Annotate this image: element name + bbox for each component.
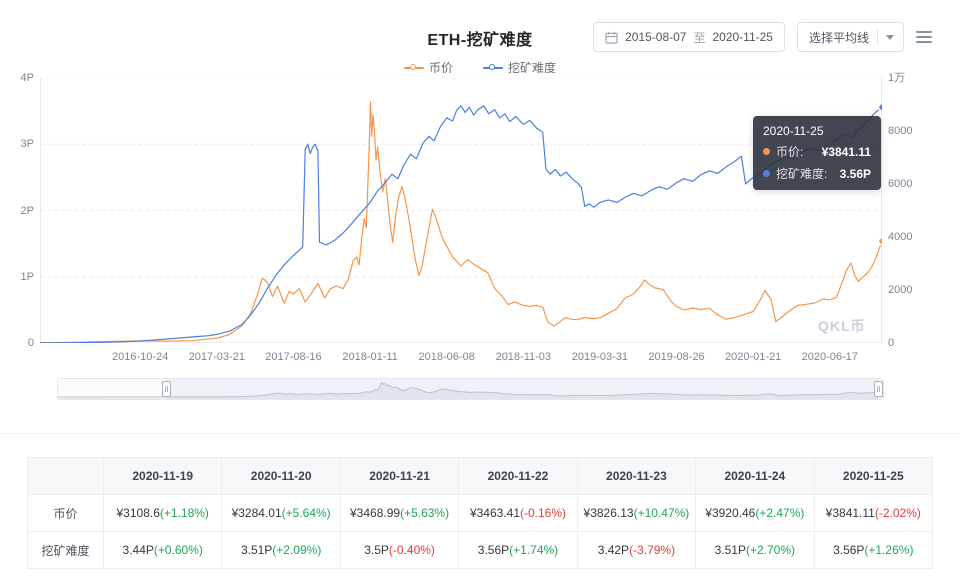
hamburger-menu-icon[interactable] [916, 31, 932, 43]
x-axis-label: 2016-10-24 [112, 351, 169, 363]
table-cell: 3.51P(+2.09%) [221, 531, 341, 569]
y-axis-label: 2000 [888, 284, 913, 296]
data-table: 2020-11-19 2020-11-20 2020-11-21 2020-11-22… [27, 457, 934, 569]
table-row: 币价 ¥3108.6(+1.18%) ¥3284.01(+5.64%) ¥3468.9… [27, 494, 934, 532]
range-slider-handle-right[interactable] [874, 381, 884, 397]
table-header-date: 2020-11-21 [339, 457, 460, 495]
x-axis-label: 2018-01-11 [342, 351, 398, 363]
y-axis-label: 0 [888, 337, 895, 349]
x-axis-label: 2017-03-21 [188, 351, 245, 363]
x-axis-label: 2020-01-21 [725, 351, 782, 363]
x-axis-label: 2019-08-26 [648, 351, 705, 363]
tooltip-date: 2020-11-25 [763, 124, 824, 138]
table-cell: 3.42P(-3.79%) [576, 531, 697, 569]
legend-item-1[interactable]: 挖矿难度 [483, 59, 556, 76]
series-dot-icon [763, 170, 770, 177]
range-slider-handle-left[interactable] [162, 381, 172, 397]
select-divider [877, 29, 878, 45]
table-header-date: 2020-11-23 [576, 457, 697, 495]
chart-tooltip: 2020-11-25 币价: ¥3841.11 挖矿难度: 3.56P [753, 116, 881, 190]
date-separator: 至 [693, 30, 706, 45]
plot-canvas[interactable] [39, 77, 887, 344]
date-start: 2015-08-07 [625, 30, 687, 44]
y-axis-label: 4P [20, 72, 34, 84]
row-label: 挖矿难度 [27, 531, 104, 569]
table-cell: ¥3108.6(+1.18%) [102, 494, 223, 532]
table-cell: ¥3826.13(+10.47%) [576, 494, 697, 532]
table-row: 挖矿难度 3.44P(+0.60%) 3.51P(+2.09%) 3.5P(-0.40… [27, 531, 934, 569]
y-axis-right: 1万 8000 6000 4000 2000 0 [888, 72, 930, 349]
table-cell: ¥3920.46(+2.47%) [695, 494, 815, 532]
y-axis-label: 1P [20, 270, 34, 283]
row-label: 币价 [27, 494, 104, 532]
calendar-icon [605, 31, 618, 44]
chart-legend: 币价 挖矿难度 [0, 59, 960, 76]
table-cell: 3.5P(-0.40%) [339, 531, 460, 569]
legend-marker-icon [403, 63, 424, 72]
y-axis-label: 4000 [888, 231, 913, 243]
x-axis-label: 2018-06-08 [418, 351, 475, 363]
y-axis-label: 1万 [888, 72, 906, 84]
ma-select[interactable]: 选择平均线 [796, 22, 904, 52]
table-cell: 3.51P(+2.70%) [695, 531, 815, 569]
table-cell: ¥3463.41(-0.16%) [458, 494, 578, 532]
legend-item-0[interactable]: 币价 [403, 59, 453, 76]
chevron-down-icon [886, 34, 894, 40]
tooltip-rows: 币价: ¥3841.11 挖矿难度: 3.56P [763, 143, 871, 182]
y-axis-label: 2P [20, 204, 34, 217]
plot-area [39, 77, 887, 344]
table-header-date: 2020-11-20 [221, 457, 341, 495]
ma-select-label: 选择平均线 [808, 30, 869, 45]
x-axis-label: 2017-08-16 [265, 351, 322, 363]
header-controls: 2015-08-07 至 2020-11-25 选择平均线 [593, 22, 932, 52]
legend-marker-icon [483, 63, 503, 72]
y-axis-left: 4P 3P 2P 1P 0 [2, 72, 34, 349]
tooltip-row: 币价: ¥3841.11 [763, 143, 871, 160]
navigator-spark [58, 381, 883, 399]
x-axis-label: 2020-06-17 [801, 351, 858, 363]
y-axis-label: 8000 [888, 125, 913, 137]
section-divider [0, 433, 960, 434]
range-slider-selection[interactable] [166, 379, 879, 399]
table-header-date: 2020-11-25 [813, 457, 934, 495]
table-header-date: 2020-11-24 [695, 457, 815, 495]
table-header-date: 2020-11-22 [458, 457, 578, 495]
table-cell: ¥3468.99(+5.63%) [339, 494, 460, 532]
y-axis-label: 0 [27, 337, 34, 349]
page-title: ETH-挖矿难度 [427, 32, 533, 49]
x-axis: 2016-10-24 2017-03-21 2017-08-16 2018-01-11… [40, 351, 882, 365]
table-header-date: 2020-11-19 [102, 457, 223, 495]
tooltip-row: 挖矿难度: 3.56P [763, 165, 871, 182]
table-cell: 3.56P(+1.74%) [458, 531, 578, 569]
table-cell: ¥3284.01(+5.64%) [221, 494, 341, 532]
date-range-picker[interactable]: 2015-08-07 至 2020-11-25 [593, 22, 785, 52]
range-slider[interactable] [57, 378, 884, 400]
legend-label: 币价 [428, 61, 453, 75]
legend-label: 挖矿难度 [508, 61, 557, 75]
table-cell: ¥3841.11(-2.02%) [813, 494, 934, 532]
series-dot-icon [763, 148, 770, 155]
table-cell: 3.56P(+1.26%) [813, 531, 934, 569]
y-axis-label: 3P [20, 138, 34, 151]
table-corner-cell [27, 457, 104, 495]
watermark-logo: QKL币 [818, 318, 866, 334]
y-axis-label: 6000 [888, 178, 913, 190]
summary-table-section: 2020-11-19 2020-11-20 2020-11-21 2020-11-22… [27, 457, 934, 569]
x-axis-label: 2018-11-03 [495, 351, 552, 363]
date-end: 2020-11-25 [712, 30, 773, 44]
x-axis-label: 2019-03-31 [571, 351, 629, 363]
table-cell: 3.44P(+0.60%) [102, 531, 223, 569]
